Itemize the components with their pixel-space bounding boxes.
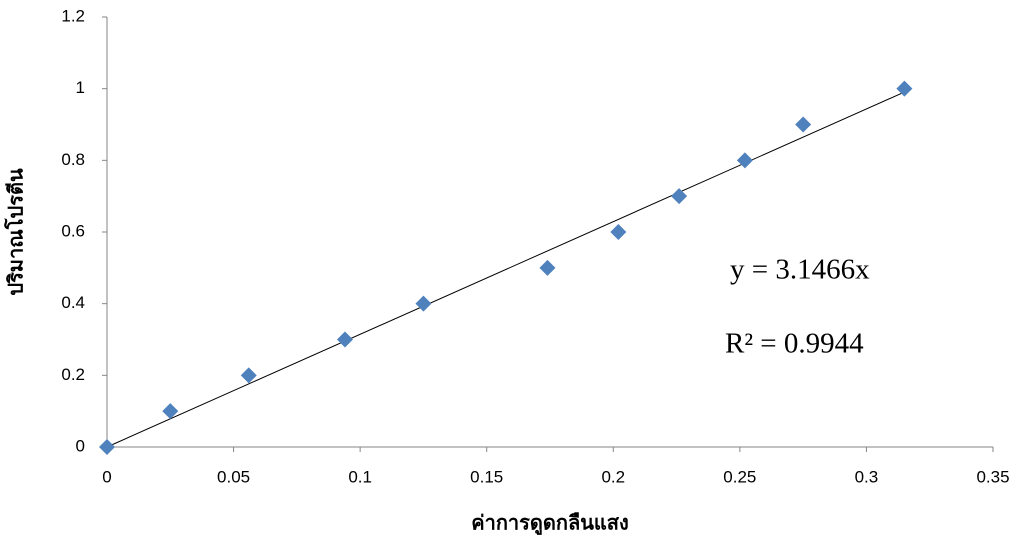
y-tick-label: 0 bbox=[76, 436, 85, 455]
point bbox=[610, 224, 626, 240]
y-tick-label: 0.4 bbox=[61, 293, 85, 312]
point bbox=[337, 332, 353, 348]
point bbox=[415, 296, 431, 312]
x-tick-label: 0.05 bbox=[217, 467, 250, 486]
x-tick-label: 0.3 bbox=[855, 467, 879, 486]
r-squared: R² = 0.9944 bbox=[725, 328, 864, 360]
x-tick-label: 0.15 bbox=[470, 467, 503, 486]
point bbox=[671, 188, 687, 204]
x-tick-label: 0.35 bbox=[976, 467, 1009, 486]
y-tick-label: 1.2 bbox=[61, 6, 85, 25]
point bbox=[539, 260, 555, 276]
x-tick-label: 0.1 bbox=[348, 467, 372, 486]
page: ค่าการดูดกลืนแสง ปริมาณโปรตีน y = 3.1466… bbox=[0, 0, 1021, 540]
y-tick-label: 1 bbox=[76, 78, 85, 97]
point bbox=[795, 117, 811, 133]
y-tick-label: 0.8 bbox=[61, 150, 85, 169]
y-tick-label: 0.6 bbox=[61, 221, 85, 240]
x-axis-title: ค่าการดูดกลืนแสง bbox=[471, 512, 629, 537]
x-tick-label: 0.2 bbox=[601, 467, 625, 486]
chart: ค่าการดูดกลืนแสง ปริมาณโปรตีน y = 3.1466… bbox=[0, 0, 1021, 540]
x-tick-label: 0 bbox=[102, 467, 111, 486]
x-tick-label: 0.25 bbox=[723, 467, 756, 486]
y-axis-title: ปริมาณโปรตีน bbox=[4, 168, 28, 296]
trend-equation: y = 3.1466x bbox=[730, 254, 870, 286]
point bbox=[99, 439, 115, 455]
y-tick-label: 0.2 bbox=[61, 365, 85, 384]
